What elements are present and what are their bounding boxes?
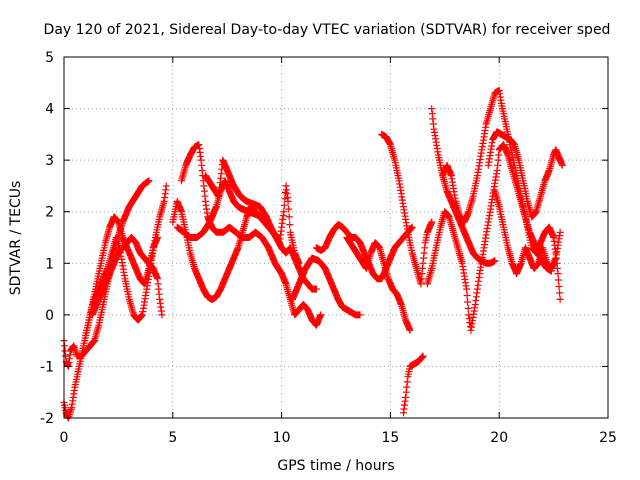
x-tick-label: 5 [168, 430, 177, 446]
y-tick-label: -2 [40, 411, 54, 427]
x-tick-labels: 0 5 10 15 20 25 [60, 430, 617, 446]
x-tick-label: 10 [273, 430, 291, 446]
y-tick-label: 2 [45, 205, 54, 221]
y-tick-label: 4 [45, 102, 54, 118]
series-arc-3 [82, 182, 170, 339]
y-tick-label: 0 [45, 308, 54, 324]
plot-frame [63, 56, 609, 419]
data-marks [289, 254, 364, 319]
x-tick-label: 15 [381, 430, 399, 446]
series-arc-12 [378, 130, 436, 288]
data-marks [484, 128, 566, 221]
series-arc-13 [400, 352, 427, 417]
x-tick-label: 0 [60, 430, 69, 446]
series-arc-11 [343, 234, 414, 334]
data-points [60, 87, 566, 422]
x-axis-label: GPS time / hours [277, 458, 394, 474]
series-arc-4 [88, 234, 166, 319]
series-arc-17 [484, 128, 566, 221]
axis-ticks [63, 56, 609, 419]
grid-lines [64, 57, 608, 418]
data-marks [378, 130, 436, 288]
series-arc-16 [439, 87, 564, 303]
y-tick-label: 1 [45, 256, 54, 272]
chart-title: Day 120 of 2021, Sidereal Day-to-day VTE… [44, 22, 611, 38]
y-tick-label: 3 [45, 153, 54, 169]
y-tick-label: -1 [40, 359, 54, 375]
y-tick-label: 5 [45, 50, 54, 66]
series-arc-8 [201, 156, 303, 267]
y-axis-label: SDTVAR / TECUs [8, 181, 24, 296]
y-tick-labels: -2 -1 0 1 2 3 4 5 [40, 50, 54, 427]
data-marks [439, 87, 564, 303]
x-tick-label: 25 [599, 430, 617, 446]
data-marks [400, 352, 427, 417]
data-marks [201, 156, 303, 267]
data-marks [88, 234, 166, 319]
data-marks [491, 187, 564, 278]
data-marks [82, 182, 170, 339]
data-marks [343, 234, 414, 334]
series-arc-18 [491, 187, 564, 278]
series-arc-9 [289, 254, 364, 319]
x-tick-label: 20 [490, 430, 508, 446]
